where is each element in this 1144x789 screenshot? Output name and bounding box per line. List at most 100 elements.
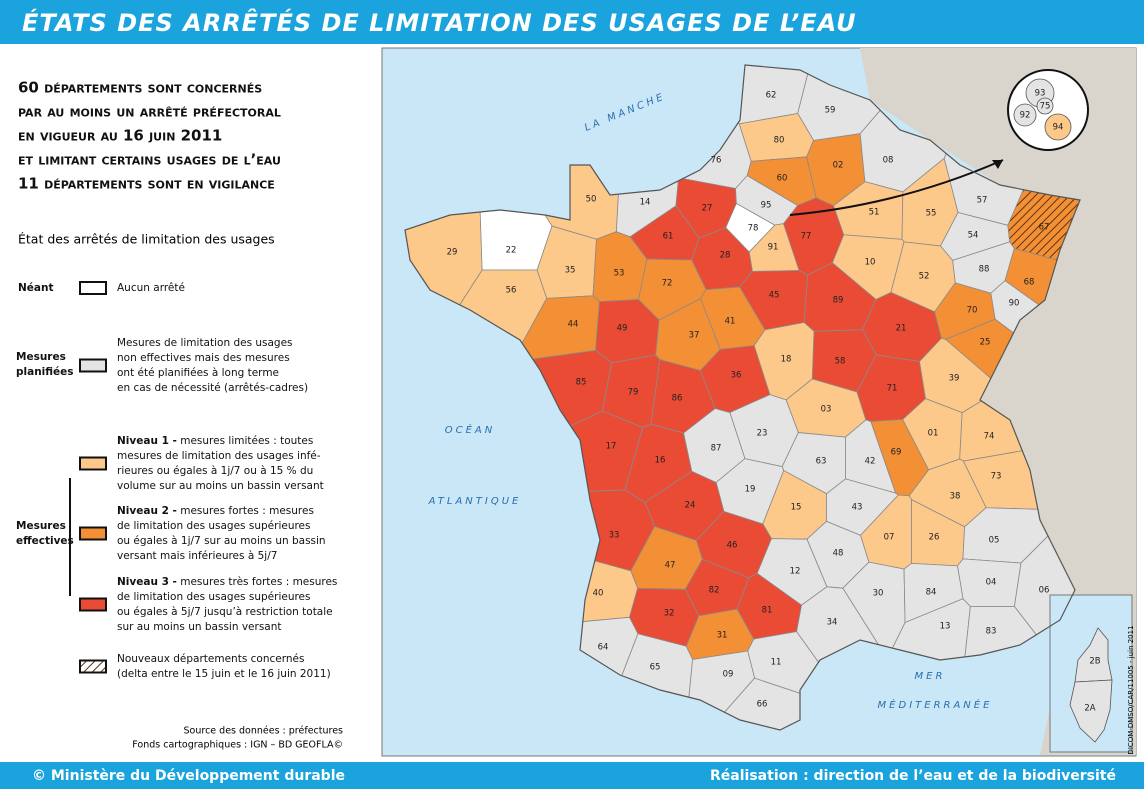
department-label: 93 <box>1035 89 1046 99</box>
legend-text: de limitation des usages supérieures <box>117 520 311 532</box>
legend-line: sur au moins un bassin versant <box>117 621 282 633</box>
legend-line: Aucun arrêté <box>117 282 185 294</box>
department-label: 73 <box>991 472 1002 482</box>
department-label: 06 <box>1039 586 1050 596</box>
source: Source des données : préfectures <box>184 726 344 737</box>
legend-swatch <box>79 659 107 674</box>
department-label: 64 <box>598 643 609 653</box>
department-label: 36 <box>731 371 742 381</box>
department-label: 07 <box>884 533 895 543</box>
legend-text: de limitation des usages supérieures <box>117 591 311 603</box>
intro-line: 60 départements sont concernés <box>18 79 262 97</box>
legend-swatch <box>79 526 107 541</box>
legend-line: ou égales à 1j/7 sur au moins un bassin <box>117 535 326 547</box>
neighbor-land <box>860 48 1136 755</box>
department-label: 47 <box>665 561 676 571</box>
department-label: 84 <box>926 588 937 598</box>
department-label: 54 <box>968 231 979 241</box>
legend-line: ont été planifiées à long terme <box>117 367 279 379</box>
department-label: 55 <box>926 209 937 219</box>
department-label: 30 <box>873 589 884 599</box>
department-label: 39 <box>949 374 960 384</box>
department-label: 79 <box>628 388 639 398</box>
department-label: 2B <box>1089 657 1100 667</box>
sea-label: MER <box>915 671 946 682</box>
legend-line: de limitation des usages supérieures <box>117 520 311 532</box>
department-label: 26 <box>929 533 940 543</box>
department-label: 34 <box>827 618 838 628</box>
department-label: 65 <box>650 663 661 673</box>
department-label: 66 <box>757 700 768 710</box>
department <box>1044 113 1072 141</box>
title-bar <box>0 0 1144 44</box>
sea-label: MÉDITERRANÉE <box>878 698 993 711</box>
department-label: 53 <box>614 269 625 279</box>
sea-label: ATLANTIQUE <box>428 496 522 507</box>
department-label: 48 <box>833 549 844 559</box>
department-label: 60 <box>777 174 788 184</box>
legend-swatch <box>79 597 107 612</box>
department-label: 82 <box>709 586 720 596</box>
legend-text: Nouveaux départements concernés <box>117 653 304 665</box>
department-label: 75 <box>1040 102 1051 112</box>
department-label: 31 <box>717 631 728 641</box>
department-label: 09 <box>723 670 734 680</box>
legend-line: Mesures de limitation des usages <box>117 337 293 349</box>
department-label: 77 <box>801 232 812 242</box>
department-label: 02 <box>833 161 844 171</box>
department-label: 86 <box>672 394 683 404</box>
legend-group: planifiées <box>16 366 74 378</box>
zoom-arrow <box>789 159 1004 216</box>
legend-bold: Niveau 2 - <box>117 505 177 517</box>
intro-line: par au moins un arrêté préfectoral <box>18 103 281 121</box>
legend-group: effectives <box>16 535 74 547</box>
department-label: 27 <box>702 204 713 214</box>
legend-text: (delta entre le 15 juin et le 16 juin 20… <box>117 668 331 680</box>
department-label: 92 <box>1020 111 1031 121</box>
legend-title: État des arrêtés de limitation des usage… <box>18 232 275 247</box>
legend-bold: Niveau 3 - <box>117 576 177 588</box>
department-label: 49 <box>617 324 628 334</box>
department <box>1013 103 1037 127</box>
sea-label: OCÉAN <box>445 423 496 436</box>
department-label: 03 <box>821 405 832 415</box>
legend-line: versant mais inférieures à 5j/7 <box>117 550 277 562</box>
department-label: 83 <box>986 627 997 637</box>
legend-swatch <box>79 358 107 373</box>
legend-text: Niveau 2 - mesures fortes : mesures <box>117 505 314 517</box>
legend-line: mesures limitées : toutes <box>177 435 313 447</box>
legend-bold: Niveau 1 - <box>117 435 177 447</box>
department-label: 50 <box>586 195 597 205</box>
legend-text: en cas de nécessité (arrêtés-cadres) <box>117 382 308 394</box>
department-label: 05 <box>989 536 1000 546</box>
department-label: 44 <box>568 320 579 330</box>
department-label: 22 <box>506 246 517 256</box>
legend-text: ou égales à 5j/7 jusqu’à restriction tot… <box>117 606 333 618</box>
department-label: 91 <box>768 243 779 253</box>
legend-line: mesures très fortes : mesures <box>177 576 338 588</box>
footer-right: Réalisation : direction de l’eau et de l… <box>710 768 1116 784</box>
legend-line: mesures de limitation des usages infé- <box>117 450 321 462</box>
legend-swatch <box>79 281 107 295</box>
department-label: 21 <box>896 324 907 334</box>
department-label: 85 <box>576 378 587 388</box>
title: ÉTATS DES ARRÊTÉS DE LIMITATION DES USAG… <box>22 7 857 37</box>
department-label: 61 <box>663 232 674 242</box>
legend-line: mesures fortes : mesures <box>177 505 314 517</box>
department-label: 72 <box>662 279 673 289</box>
legend-line: volume sur au moins un bassin versant <box>117 480 324 492</box>
intro-line: et limitant certains usages de l’eau <box>18 151 281 169</box>
department-label: 38 <box>950 492 961 502</box>
department-label: 70 <box>967 306 978 316</box>
department-label: 04 <box>986 578 997 588</box>
department-label: 18 <box>781 355 792 365</box>
legend-group: Mesures <box>16 351 66 363</box>
department-label: 88 <box>979 265 990 275</box>
legend-group: Néant <box>18 282 54 294</box>
legend-text: Aucun arrêté <box>117 282 185 294</box>
department-label: 67 <box>1039 223 1050 233</box>
department <box>1069 679 1113 743</box>
department-label: 87 <box>711 444 722 454</box>
department-label: 74 <box>984 432 995 442</box>
